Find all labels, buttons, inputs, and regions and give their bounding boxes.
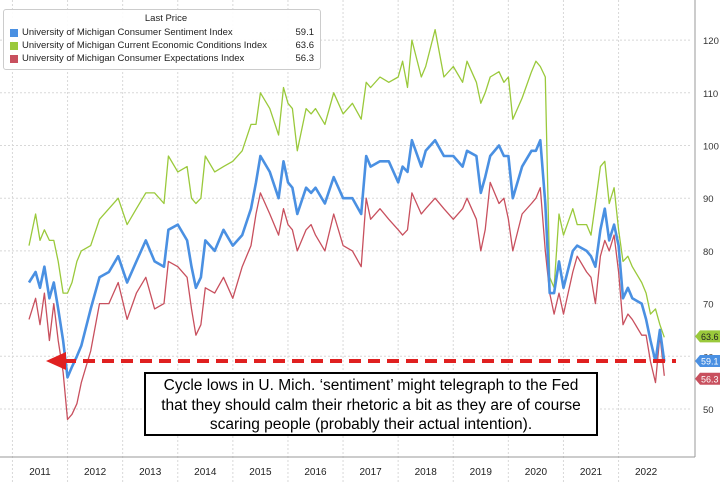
chart-grid — [0, 0, 690, 484]
x-tick-label: 2015 — [249, 467, 272, 478]
series-line-sentiment — [27, 138, 666, 379]
y-tick-label: 120 — [703, 36, 719, 47]
annotation-box: Cycle lows in U. Mich. ‘sentiment’ might… — [144, 372, 598, 436]
y-tick-label: 70 — [703, 300, 714, 311]
x-tick-label: 2021 — [580, 467, 603, 478]
y-tick-label: 50 — [703, 405, 714, 416]
last-value-badge-current-conditions: 63.6 — [695, 330, 720, 343]
legend-item-current-conditions: University of Michigan Current Economic … — [10, 39, 314, 52]
x-tick-label: 2011 — [29, 467, 51, 478]
badge-value: 63.6 — [701, 332, 719, 342]
badge-shape — [695, 355, 720, 368]
last-value-badges: 63.6 59.1 56.3 — [695, 330, 720, 385]
series-line-expectations — [28, 181, 665, 421]
reference-arrowhead — [46, 352, 66, 371]
legend-swatch-current-conditions — [10, 41, 18, 50]
legend-value: 56.3 — [295, 53, 315, 64]
legend-title: Last Price — [144, 13, 188, 24]
badge-shape — [695, 330, 720, 343]
legend-value: 63.6 — [295, 40, 315, 51]
last-value-badge-expectations: 56.3 — [695, 372, 720, 385]
chart-series — [27, 28, 666, 421]
badge-value: 56.3 — [701, 374, 719, 384]
badge-shape — [695, 372, 720, 385]
legend-label: University of Michigan Consumer Expectat… — [22, 53, 245, 64]
legend-label: University of Michigan Consumer Sentimen… — [22, 27, 233, 38]
x-tick-label: 2019 — [470, 467, 493, 478]
legend-swatch-expectations — [10, 54, 18, 63]
badge-value: 59.1 — [701, 357, 719, 367]
chart-legend: Last Price University of Michigan Consum… — [3, 9, 321, 70]
y-tick-label: 110 — [703, 89, 718, 100]
reference-arrow — [46, 352, 676, 371]
x-tick-label: 2014 — [194, 467, 217, 478]
series-line-current-conditions — [28, 28, 665, 338]
x-tick-label: 2012 — [84, 467, 107, 478]
last-value-badge-sentiment: 59.1 — [695, 355, 720, 368]
x-tick-label: 2020 — [525, 467, 548, 478]
legend-value: 59.1 — [295, 27, 315, 38]
x-tick-label: 2017 — [359, 467, 382, 478]
x-tick-label: 2016 — [304, 467, 327, 478]
y-tick-label: 100 — [703, 142, 719, 153]
y-tick-label: 90 — [703, 194, 714, 205]
legend-swatch-sentiment — [10, 28, 18, 37]
x-tick-label: 2018 — [415, 467, 438, 478]
y-tick-label: 80 — [703, 247, 714, 258]
y-axis: 5060708090100110120 — [694, 0, 719, 457]
x-axis: 2011 2012 2013 2014 2015 2016 2017 2018 2019 2020… — [0, 456, 695, 478]
x-tick-label: 2013 — [139, 467, 162, 478]
legend-item-expectations: University of Michigan Consumer Expectat… — [10, 52, 314, 65]
legend-label: University of Michigan Current Economic … — [22, 40, 267, 51]
legend-item-sentiment: University of Michigan Consumer Sentimen… — [10, 26, 314, 39]
x-tick-label: 2022 — [635, 467, 658, 478]
